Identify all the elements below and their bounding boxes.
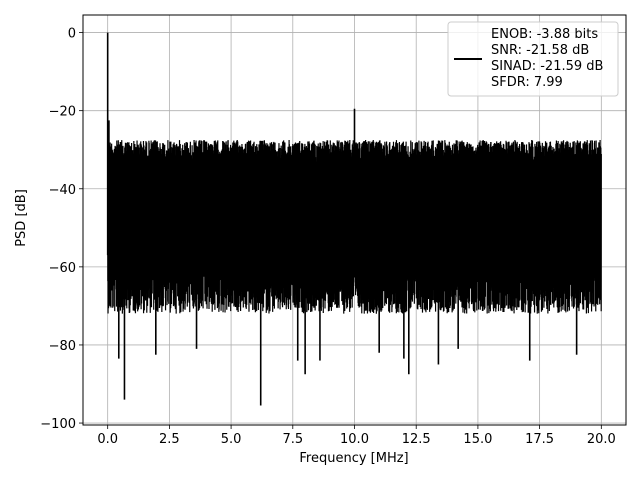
x-tick-label: 2.5 [159,432,180,447]
y-tick-label: 0 [68,27,76,42]
y-axis-label: PSD [dB] [14,189,29,247]
legend-line-sfdr: SFDR: 7.99 [491,75,563,90]
x-tick-label: 0.0 [97,432,118,447]
legend-line-enob: ENOB: -3.88 bits [491,27,598,42]
psd-trace [106,32,602,406]
x-axis-label: Frequency [MHz] [299,451,408,466]
y-tick-label: −60 [49,261,76,276]
x-tick-label: 15.0 [463,432,492,447]
x-tick-label: 20.0 [587,432,616,447]
legend: ENOB: -3.88 bits SNR: -21.58 dB SINAD: -… [447,21,619,97]
x-tick-label: 17.5 [525,432,554,447]
x-tick-label: 10.0 [340,432,369,447]
y-tick-label: −20 [49,105,76,120]
x-axis-ticks: 0.0 2.5 5.0 7.5 10.0 12.5 15.0 17.5 20.0 [97,425,616,447]
y-tick-label: −80 [49,339,76,354]
x-tick-label: 5.0 [221,432,242,447]
x-tick-label: 7.5 [282,432,303,447]
legend-line-sinad: SINAD: -21.59 dB [491,59,603,74]
x-tick-label: 12.5 [402,432,431,447]
legend-box [447,21,619,97]
y-axis-ticks: 0 −20 −40 −60 −80 −100 [40,27,83,432]
y-tick-label: −100 [40,417,76,432]
legend-line-snr: SNR: -21.58 dB [491,43,589,58]
y-tick-label: −40 [49,183,76,198]
